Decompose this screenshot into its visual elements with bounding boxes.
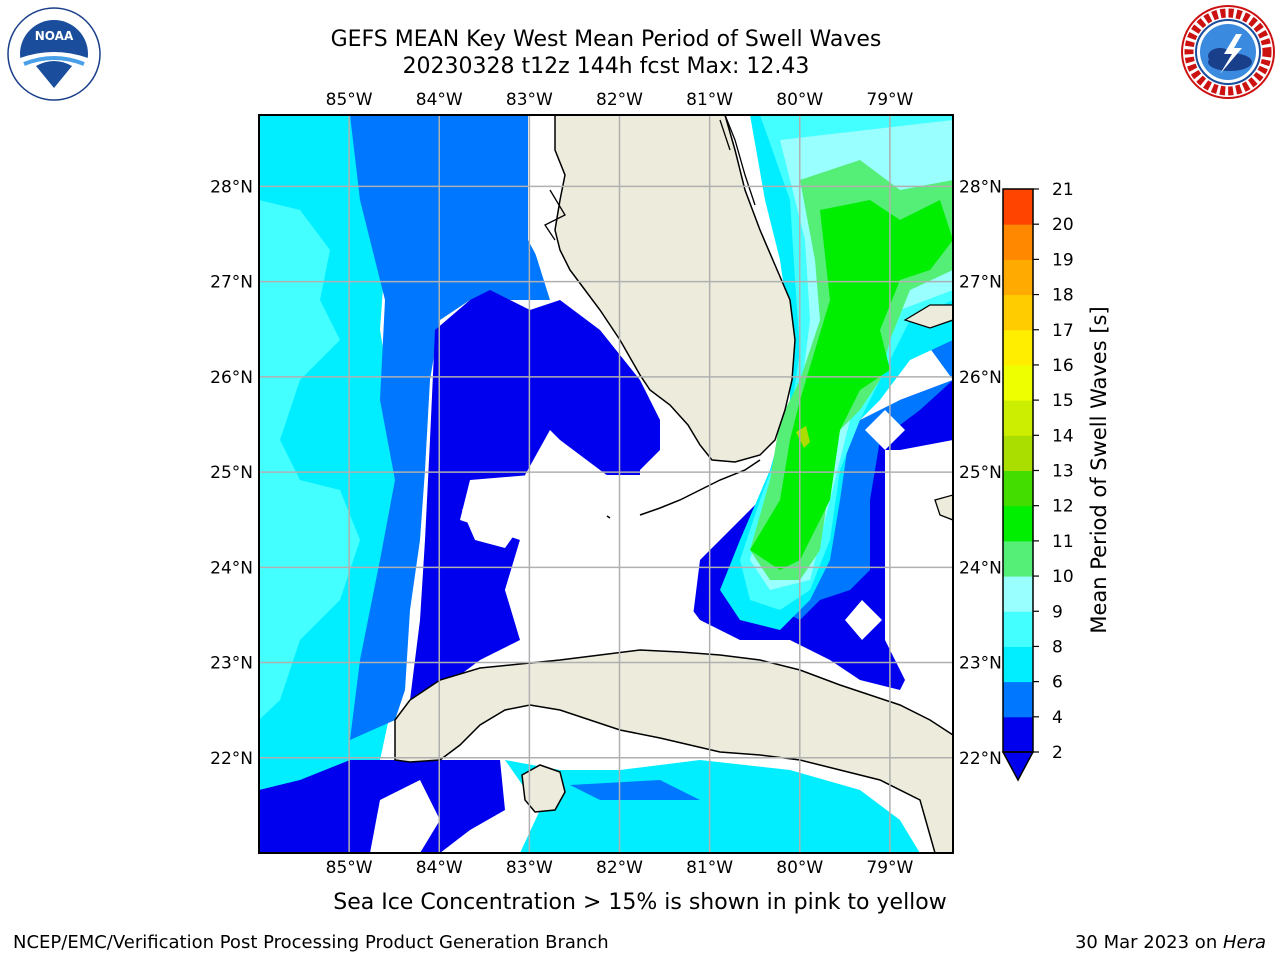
- colorbar-segment: [1003, 400, 1033, 436]
- colorbar-segment: [1003, 224, 1033, 260]
- colorbar-segment: [1003, 470, 1033, 507]
- colorbar-segment: [1003, 259, 1033, 296]
- lon-tick-label: 81°W: [686, 858, 733, 878]
- colorbar-segment: [1003, 294, 1033, 331]
- nodata-hole-5: [845, 600, 882, 640]
- lon-tick-label: 79°W: [866, 90, 913, 110]
- field-lightcyan-west: [259, 200, 360, 720]
- lat-tick-label: 28°N: [959, 177, 1002, 197]
- colorbar-label: Mean Period of Swell Waves [s]: [1087, 306, 1111, 633]
- colorbar-segment: [1003, 505, 1033, 542]
- lat-tick-label: 27°N: [210, 273, 253, 293]
- field-east-green: [750, 200, 953, 570]
- lat-tick-label: 25°N: [959, 463, 1002, 483]
- lat-tick-label: 26°N: [959, 368, 1002, 388]
- colorbar-tick-label: 11: [1052, 532, 1074, 552]
- noaa-logo: NOAA: [7, 7, 101, 101]
- colorbar-tick-label: 20: [1052, 215, 1074, 235]
- lon-tick-label: 84°W: [416, 858, 463, 878]
- colorbar-segment: [1003, 540, 1033, 577]
- lon-tick-label: 85°W: [326, 90, 373, 110]
- colorbar: 21 20 19 18 17 16 15 14 13 12 11 10 9 8 6 4 2: [1001, 180, 1074, 782]
- colorbar-segment: [1003, 611, 1033, 647]
- isla-juventud: [521, 764, 566, 813]
- nodata-hole-8: [528, 115, 560, 300]
- lon-tick-label: 80°W: [776, 858, 823, 878]
- nodata-hole-7: [370, 780, 440, 853]
- chart-subtitle: 20230328 t12z 144h fcst Max: 12.43: [402, 54, 810, 79]
- nodata-hole-4: [865, 410, 905, 450]
- lon-tick-label: 82°W: [596, 90, 643, 110]
- florida-coast-detail: [544, 115, 756, 241]
- lat-tick-label: 26°N: [210, 368, 253, 388]
- colorbar-tick-label: 4: [1052, 708, 1063, 728]
- footer-credit: NCEP/EMC/Verification Post Processing Pr…: [13, 932, 609, 953]
- lat-tick-label: 25°N: [210, 463, 253, 483]
- colorbar-segment: [1003, 681, 1033, 718]
- colorbar-under-arrow: [1001, 751, 1035, 782]
- lat-tick-label: 23°N: [210, 654, 253, 674]
- lat-tick-label: 24°N: [959, 558, 1002, 578]
- colorbar-segment: [1003, 364, 1033, 401]
- lat-tick-label: 27°N: [959, 273, 1002, 293]
- lon-tick-label: 81°W: [686, 90, 733, 110]
- chart-title: GEFS MEAN Key West Mean Period of Swell …: [330, 27, 882, 52]
- noaa-logo-text: NOAA: [35, 29, 74, 43]
- lon-tick-label: 85°W: [326, 858, 373, 878]
- lon-labels-bottom: 85°W 84°W 83°W 82°W 81°W 80°W 79°W: [326, 858, 914, 878]
- colorbar-tick-label: 15: [1052, 391, 1074, 411]
- lon-tick-label: 83°W: [506, 858, 553, 878]
- colorbar-tick-label: 9: [1052, 602, 1063, 622]
- footer-date: 30 Mar 2023 on Hera: [1075, 932, 1266, 953]
- field-darkblue-shelf: [410, 290, 660, 700]
- colorbar-tick-label: 18: [1052, 286, 1074, 306]
- nws-logo: [1181, 5, 1275, 99]
- colorbar-segment: [1003, 646, 1033, 683]
- footer-host: Hera: [1222, 932, 1266, 953]
- lat-tick-label: 22°N: [959, 749, 1002, 769]
- colorbar-segment: [1003, 329, 1033, 366]
- lon-tick-label: 80°W: [776, 90, 823, 110]
- field-blue-north: [350, 115, 550, 740]
- lat-tick-label: 24°N: [210, 558, 253, 578]
- colorbar-tick-label: 19: [1052, 250, 1074, 270]
- footer-date-text: 30 Mar 2023 on: [1074, 932, 1223, 953]
- colorbar-tick-label: 2: [1052, 743, 1063, 763]
- colorbar-segment: [1003, 189, 1033, 225]
- colorbar-tick-label: 6: [1052, 673, 1063, 693]
- lon-tick-label: 83°W: [506, 90, 553, 110]
- colorbar-tick-label: 10: [1052, 567, 1074, 587]
- lat-tick-label: 23°N: [959, 654, 1002, 674]
- map-frame: [258, 114, 954, 854]
- colorbar-tick-label: 12: [1052, 497, 1074, 517]
- colorbar-tick-label: 16: [1052, 356, 1074, 376]
- colorbar-tick-label: 21: [1052, 180, 1074, 200]
- andros-land: [934, 494, 953, 521]
- lat-labels-left: 28°N 27°N 26°N 25°N 24°N 23°N 22°N: [210, 177, 253, 768]
- florida-land: [554, 115, 796, 463]
- lon-labels-top: 85°W 84°W 83°W 82°W 81°W 80°W 79°W: [326, 90, 914, 110]
- florida-keys: [606, 459, 761, 519]
- cuba-land: [394, 649, 953, 853]
- bahamas-land: [903, 304, 953, 329]
- graticule: [259, 115, 953, 853]
- lon-tick-label: 84°W: [416, 90, 463, 110]
- colorbar-segment: [1003, 435, 1033, 471]
- lat-tick-label: 22°N: [210, 749, 253, 769]
- colorbar-segment: [1003, 716, 1033, 753]
- footer-note: Sea Ice Concentration > 15% is shown in …: [333, 890, 947, 915]
- colorbar-segment: [1003, 576, 1033, 612]
- lon-tick-label: 79°W: [866, 858, 913, 878]
- map-area: [259, 115, 953, 853]
- lat-tick-label: 28°N: [210, 177, 253, 197]
- colorbar-tick-label: 17: [1052, 321, 1074, 341]
- lat-labels-right: 28°N 27°N 26°N 25°N 24°N 23°N 22°N: [959, 177, 1002, 768]
- colorbar-tick-label: 8: [1052, 637, 1063, 657]
- colorbar-tick-label: 13: [1052, 462, 1074, 482]
- field-blue-south: [570, 780, 700, 800]
- colorbar-tick-label: 14: [1052, 426, 1074, 446]
- nodata-hole-2: [462, 480, 525, 548]
- lon-tick-label: 82°W: [596, 858, 643, 878]
